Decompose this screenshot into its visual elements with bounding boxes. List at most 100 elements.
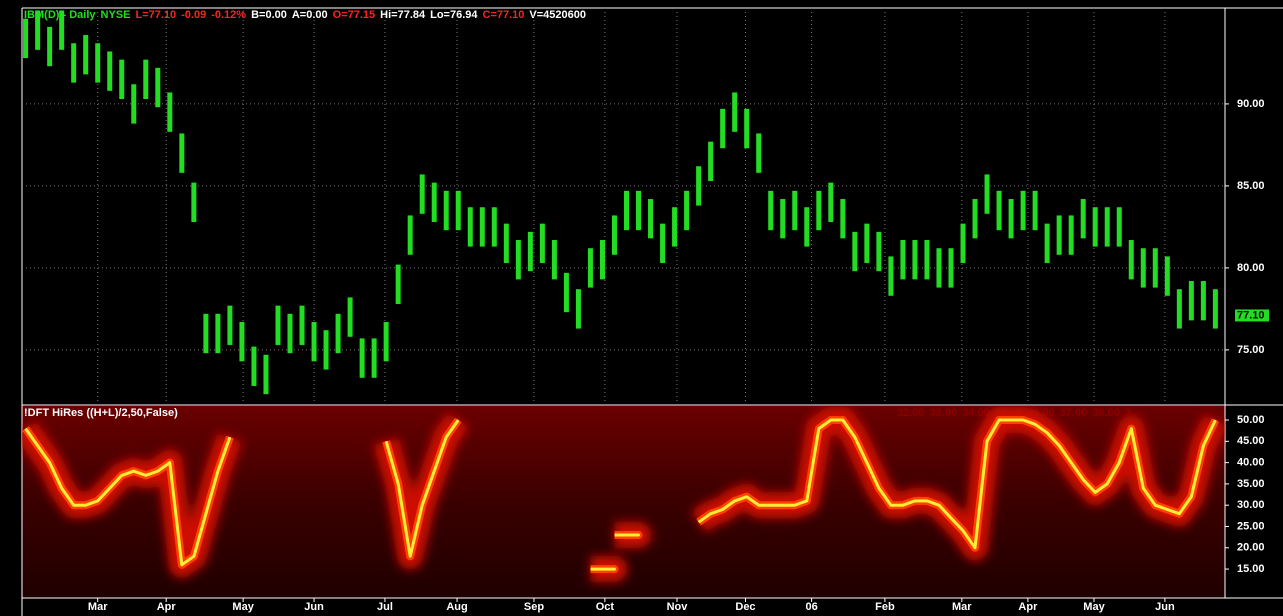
price-bar: [804, 207, 810, 247]
price-bar: [23, 18, 29, 59]
cycle-line: [24, 418, 1217, 571]
y2-tick-label: 30.00: [1237, 499, 1265, 511]
price-bar: [648, 199, 654, 239]
price-bar: [335, 313, 341, 354]
period-label: 33.00: [930, 407, 958, 419]
price-bar: [1068, 215, 1074, 255]
price-bar: [1176, 289, 1182, 329]
header-item: Hi=77.84: [380, 9, 426, 21]
price-bar: [95, 43, 101, 83]
price-bar: [1140, 248, 1146, 288]
y2-tick-label: 15.00: [1237, 563, 1265, 575]
x-tick-label: Mar: [952, 601, 972, 613]
cycle-track: [22, 407, 1225, 583]
header-item: L=77.10: [135, 9, 176, 21]
price-bar: [527, 231, 533, 272]
price-bar: [155, 67, 161, 108]
price-bar: [479, 207, 485, 247]
price-bar: [852, 231, 858, 272]
price-bar: [1044, 223, 1050, 263]
header-item: -0.12%: [211, 9, 246, 21]
x-tick-label: May: [1083, 601, 1105, 613]
price-bar: [431, 182, 437, 222]
price-bar: [672, 207, 678, 247]
price-bar: [59, 10, 65, 50]
price-bar: [1020, 190, 1026, 231]
header-item: -0.09: [181, 9, 206, 21]
header-item: A=0.00: [292, 9, 328, 21]
price-bar: [948, 248, 954, 288]
price-bar: [407, 215, 413, 255]
price-bar: [792, 190, 798, 231]
price-bar: [215, 313, 221, 354]
price-bar: [924, 240, 930, 280]
price-bar: [1092, 207, 1098, 247]
price-bar: [539, 223, 545, 263]
y-tick-label: 75.00: [1237, 344, 1265, 356]
last-price-label: 77.10: [1237, 309, 1265, 321]
y2-tick-label: 35.00: [1237, 478, 1265, 490]
y2-tick-label: 20.00: [1237, 542, 1265, 554]
price-bar: [984, 174, 990, 214]
last-price-tag: [1235, 309, 1269, 322]
price-bar: [227, 305, 233, 345]
price-bar: [203, 313, 209, 354]
price-bar: [960, 223, 966, 263]
price-bar: [323, 330, 329, 370]
price-bar: [936, 248, 942, 288]
price-bar: [732, 92, 738, 132]
price-bar: [828, 182, 834, 222]
x-tick-label: Feb: [875, 601, 895, 613]
price-bar: [780, 199, 786, 239]
price-bar: [275, 305, 281, 345]
price-bar: [756, 133, 762, 173]
price-bar: [371, 338, 377, 378]
price-bar: [443, 190, 449, 231]
price-bar: [47, 26, 53, 67]
price-bar: [611, 215, 617, 255]
header-item: C=77.10: [483, 9, 525, 21]
price-bar: [503, 223, 509, 263]
header-item: V=4520600: [529, 9, 586, 21]
price-bar: [263, 354, 269, 395]
header-item: O=77.15: [333, 9, 376, 21]
price-bar: [167, 92, 173, 132]
header-item: B=0.00: [251, 9, 287, 21]
x-tick-label: 06: [805, 601, 817, 613]
price-bar: [287, 313, 293, 354]
period-label: 37.00: [1060, 407, 1088, 419]
price-bar: [744, 108, 750, 149]
period-label: 38.00: [1092, 407, 1120, 419]
price-bar: [239, 322, 245, 362]
x-tick-label: Jun: [1155, 601, 1175, 613]
price-bar: [708, 141, 714, 181]
price-bar: [35, 10, 41, 50]
price-bar: [1116, 207, 1122, 247]
price-bar: [515, 240, 521, 280]
price-bar: [840, 199, 846, 239]
price-bar: [1104, 207, 1110, 247]
price-bar: [1056, 215, 1062, 255]
price-bar: [179, 133, 185, 173]
y2-tick-label: 40.00: [1237, 457, 1265, 469]
y-tick-label: 85.00: [1237, 180, 1265, 192]
x-tick-label: Aug: [446, 601, 467, 613]
price-bar: [491, 207, 497, 247]
x-tick-label: Jun: [304, 601, 324, 613]
period-label: 32.00: [897, 407, 925, 419]
price-bar: [83, 35, 89, 75]
price-bar: [467, 207, 473, 247]
y-tick-label: 80.00: [1237, 262, 1265, 274]
price-bar: [888, 256, 894, 296]
price-bars: [23, 10, 1218, 395]
price-bar: [599, 240, 605, 280]
price-bar: [251, 346, 257, 386]
header-item: Lo=76.94: [430, 9, 478, 21]
y2-tick-label: 25.00: [1237, 520, 1265, 532]
price-bar: [191, 182, 197, 222]
price-bar: [1128, 240, 1134, 280]
price-bar: [71, 43, 77, 83]
x-tick-label: May: [232, 601, 254, 613]
price-bar: [1080, 199, 1086, 239]
price-bar: [347, 297, 353, 337]
